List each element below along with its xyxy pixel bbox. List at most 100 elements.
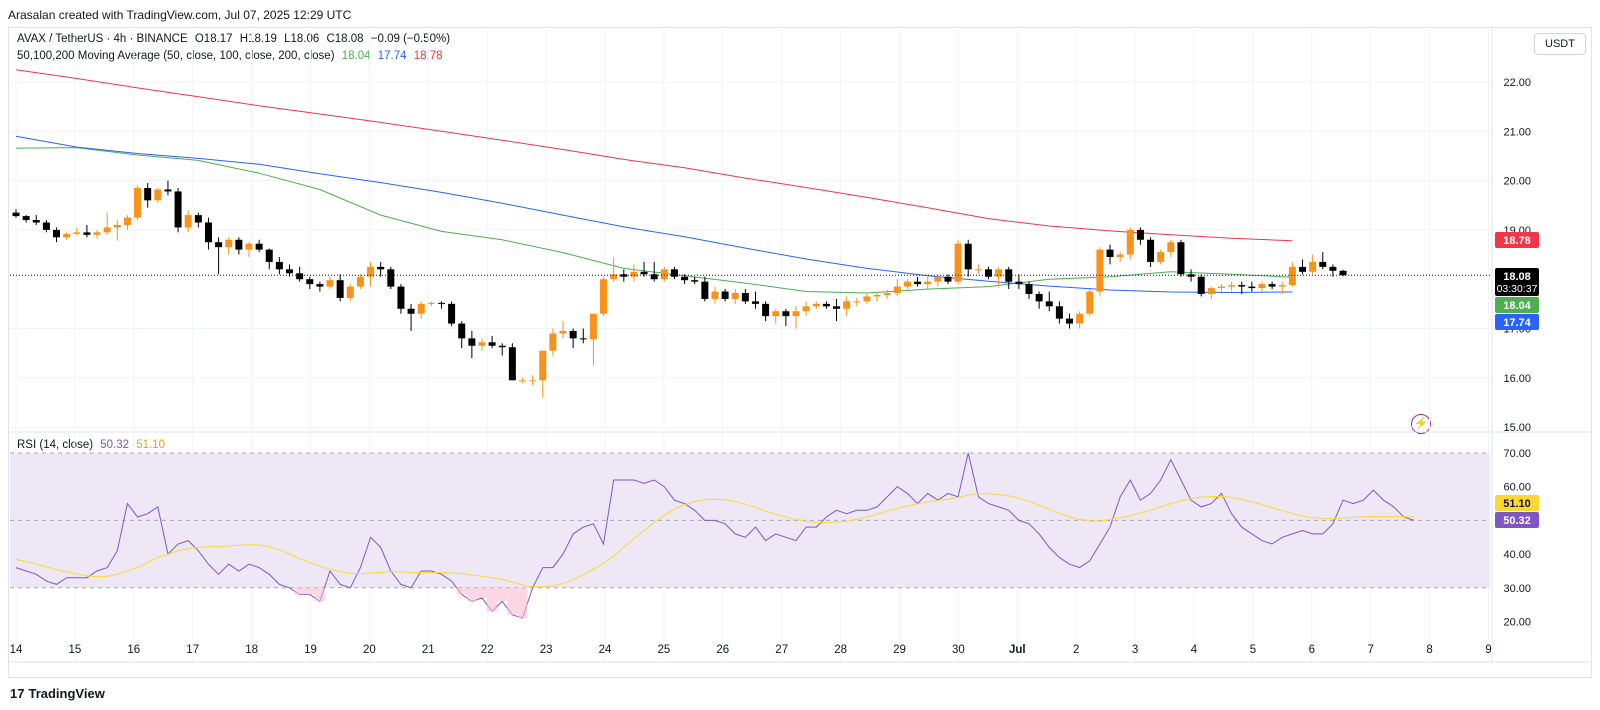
ohlc-change: −0.09 (−0.50%) [370,33,451,45]
time-tick-label: 24 [599,644,612,656]
candle-body [1319,261,1327,267]
candle-body [1187,274,1195,277]
tradingview-logo[interactable]: 17 TradingView [10,686,105,701]
candle-body [903,281,911,287]
chart-frame [8,27,1592,678]
candle-body [458,323,466,339]
candle-body [762,303,770,317]
rsi-oversold-fill [476,587,487,598]
time-tick-label: 29 [893,644,906,656]
candle-body [488,342,496,346]
tradingview-mark-icon: 17 [10,686,25,701]
time-tick-label: 5 [1250,644,1256,656]
price-label-badge [1495,297,1539,313]
price-label-value: 18.04 [1503,300,1531,312]
ma-legend-label[interactable]: 50,100,200 Moving Average (50, close, 10… [17,50,335,62]
candle-body [194,215,202,223]
candle-body [215,242,223,248]
candle-body [600,279,608,314]
rsi-value: 50.32 [100,439,130,451]
candle-body [53,229,61,238]
time-tick-label: 16 [127,644,140,656]
candle-body [1177,242,1185,275]
time-tick-label: 23 [540,644,553,656]
candle-body [701,281,709,299]
candle-body [751,301,759,304]
time-tick-label: 4 [1191,644,1198,656]
candle-body [1207,288,1215,294]
rsi-tick-label: 30.00 [1503,583,1531,595]
candle-body [397,286,405,309]
candle-body [630,271,638,277]
candle-body [772,311,780,317]
rsi-legend[interactable]: RSI (14, close) 50.32 51.10 [17,439,169,451]
candle-body [529,380,537,382]
rsi-oversold-fill [487,587,498,612]
time-tick-label: 7 [1367,644,1373,656]
rsi-ma-value: 51.10 [136,439,166,451]
candle-body [995,269,1003,277]
candle-body [134,187,142,218]
candle-body [73,232,81,234]
candle-body [782,311,790,317]
candle-body [306,279,314,285]
tradingview-brand: TradingView [28,686,105,701]
price-tick-label: 16.00 [1503,373,1531,385]
candle-body [286,269,294,274]
time-tick-label: Jul [1009,644,1026,656]
rsi-value-badge [1495,495,1539,511]
candle-body [954,243,962,282]
candle-body [1329,266,1337,271]
time-tick-label: 30 [952,644,965,656]
candle-body [1066,318,1074,324]
candle-body [1136,229,1144,240]
rsi-legend-label[interactable]: RSI (14, close) [17,439,94,451]
candle-body [154,189,162,201]
candle-body [468,338,476,346]
time-tick-label: 8 [1426,644,1432,656]
candle-body [1197,276,1205,294]
candle-body [144,187,152,201]
candle-body [650,274,658,280]
symbol-title[interactable]: AVAX / TetherUS · 4h · BINANCE [17,33,188,45]
currency-button[interactable]: USDT [1534,33,1586,55]
time-tick-label: 18 [245,644,258,656]
candle-body [1005,269,1013,282]
candle-body [346,286,354,298]
candle-body [1126,229,1134,255]
candle-body [833,306,841,309]
time-tick-label: 3 [1132,644,1138,656]
rsi-oversold-fill [507,587,518,615]
price-label-badge [1495,268,1539,296]
ohlc-open: O18.17 [194,33,233,45]
candle-body [944,276,952,282]
candle-body [1278,285,1286,287]
time-tick-label: 6 [1309,644,1315,656]
candle-body [853,301,861,303]
rsi-tick-label: 60.00 [1503,482,1531,494]
candle-body [1309,261,1317,272]
rsi-value-label: 51.10 [1503,498,1531,510]
candle-body [883,293,891,295]
candle-body [1268,284,1276,287]
candle-body [336,280,344,298]
candle-body [792,311,800,317]
rsi-oversold-fill [294,587,305,595]
candle-body [559,330,567,334]
ma100-line [15,135,1293,294]
rsi-value-badge [1495,512,1539,528]
candle-body [691,280,699,282]
candle-body [964,243,972,270]
candle-body [660,269,668,280]
time-tick-label: 28 [834,644,847,656]
candle-body [1106,249,1114,258]
candle-body [1238,285,1246,287]
candle-body [275,261,283,270]
rsi_ma-line [15,493,1414,588]
symbol-legend[interactable]: AVAX / TetherUS · 4h · BINANCE O18.17 H1… [17,33,454,45]
candle-body [741,293,749,302]
lightning-icon[interactable]: ⚡ [1411,414,1431,434]
time-tick-label: 15 [69,644,82,656]
candle-body [235,239,243,250]
